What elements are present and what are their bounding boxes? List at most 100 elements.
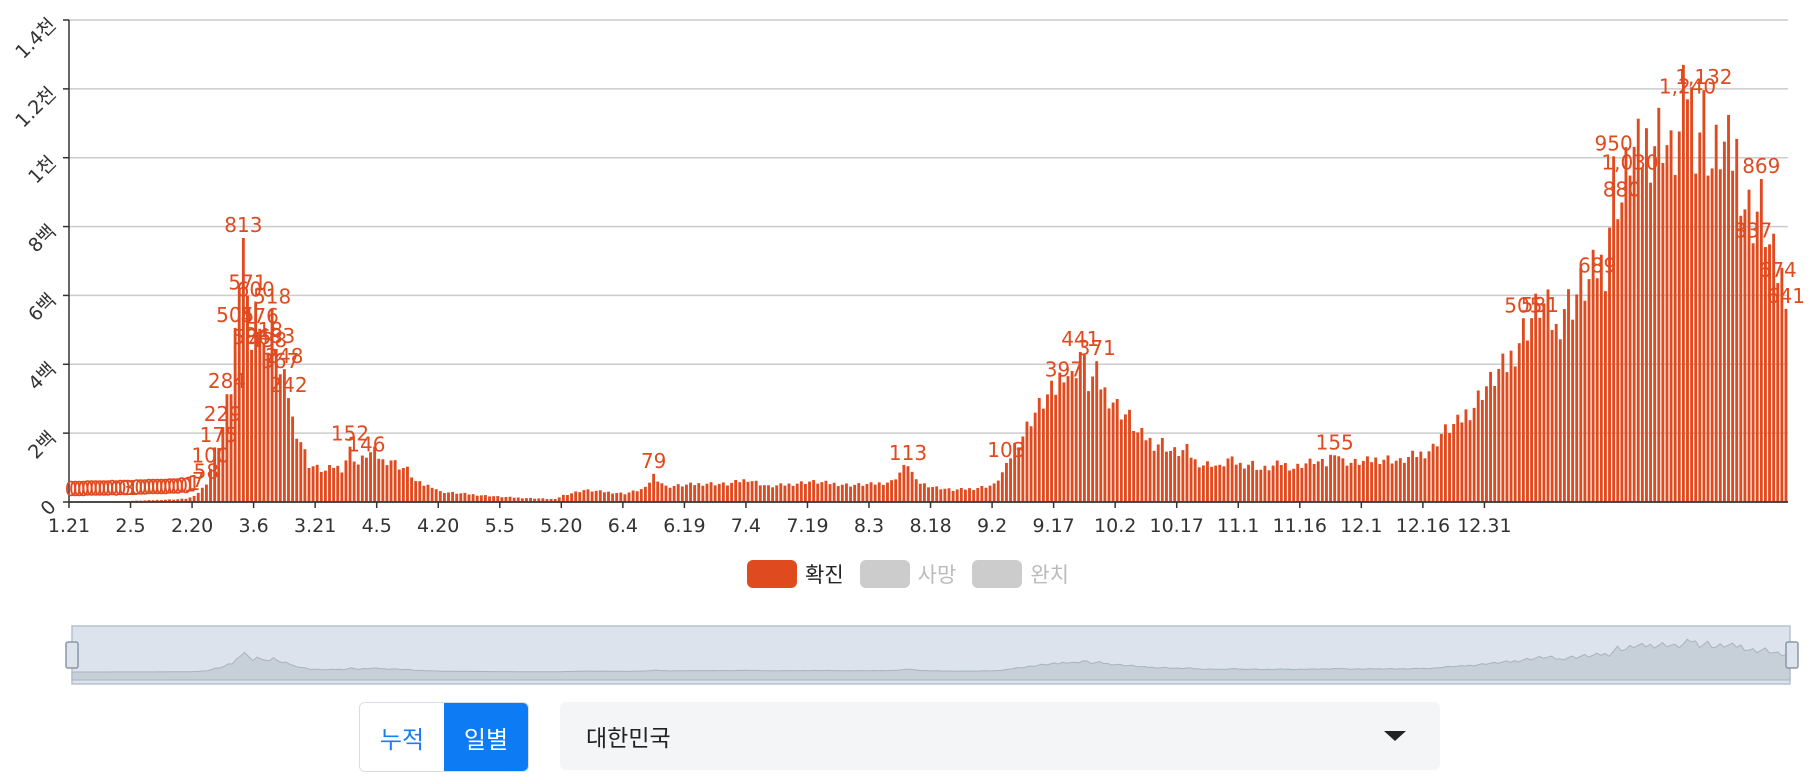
bar[interactable] [865, 484, 869, 502]
bar[interactable] [1230, 456, 1234, 502]
bar[interactable] [861, 485, 865, 502]
bar[interactable] [1554, 323, 1558, 502]
bar[interactable] [619, 492, 623, 502]
bar[interactable] [1665, 145, 1669, 502]
bar[interactable] [401, 467, 405, 502]
bar[interactable] [1259, 469, 1263, 502]
bar[interactable] [836, 486, 840, 502]
bar[interactable] [1657, 107, 1661, 503]
bar[interactable] [467, 494, 471, 502]
bar[interactable] [1312, 463, 1316, 502]
bar[interactable] [1599, 254, 1603, 502]
bar[interactable] [221, 427, 225, 502]
bar[interactable] [656, 481, 660, 502]
bar[interactable] [890, 480, 894, 502]
bar[interactable] [537, 498, 541, 502]
bar[interactable] [1460, 422, 1464, 502]
bar[interactable] [1706, 175, 1710, 502]
bar[interactable] [295, 438, 299, 502]
bar[interactable] [1521, 318, 1525, 502]
bar[interactable] [237, 289, 241, 502]
bar[interactable] [205, 484, 208, 502]
bar[interactable] [931, 487, 935, 502]
bar[interactable] [1193, 459, 1197, 502]
bar[interactable] [311, 466, 315, 502]
bar[interactable] [1690, 87, 1694, 502]
bar[interactable] [1497, 368, 1501, 502]
bar[interactable] [246, 295, 249, 502]
bar[interactable] [927, 487, 930, 502]
bar[interactable] [1185, 443, 1189, 502]
bar[interactable] [356, 464, 360, 502]
bar[interactable] [701, 485, 705, 502]
bar[interactable] [1727, 114, 1730, 502]
bar[interactable] [726, 485, 729, 502]
bar[interactable] [1398, 458, 1402, 502]
bar[interactable] [623, 494, 627, 502]
bar[interactable] [1353, 458, 1357, 502]
bar[interactable] [672, 486, 676, 502]
bar[interactable] [1624, 147, 1628, 503]
bar[interactable] [147, 500, 151, 502]
bar[interactable] [430, 487, 434, 502]
bar[interactable] [172, 499, 176, 502]
bar[interactable] [668, 487, 672, 502]
bar[interactable] [471, 494, 475, 502]
bar[interactable] [680, 486, 684, 502]
bar[interactable] [869, 482, 873, 502]
bar[interactable] [1366, 456, 1369, 502]
bar[interactable] [1345, 465, 1349, 502]
bar[interactable] [947, 488, 951, 502]
bar[interactable] [1571, 319, 1575, 502]
bar[interactable] [159, 500, 163, 502]
bar[interactable] [939, 489, 943, 502]
bar[interactable] [1275, 460, 1279, 502]
bar[interactable] [1751, 243, 1755, 503]
bar[interactable] [779, 483, 783, 502]
bar[interactable] [1333, 455, 1337, 502]
bar[interactable] [783, 485, 787, 502]
bar[interactable] [1132, 431, 1136, 502]
bar[interactable] [791, 485, 795, 502]
bar[interactable] [1177, 456, 1181, 502]
bar[interactable] [1152, 450, 1156, 502]
bar[interactable] [582, 490, 586, 502]
bar[interactable] [262, 342, 266, 502]
bar[interactable] [1201, 465, 1205, 502]
bar[interactable] [1534, 293, 1538, 502]
bar[interactable] [721, 482, 725, 502]
bar[interactable] [996, 480, 1000, 502]
legend-item-deaths[interactable]: 사망 [859, 559, 956, 589]
bar[interactable] [746, 481, 750, 502]
bar[interactable] [328, 465, 331, 502]
bar[interactable] [803, 483, 807, 502]
bar[interactable] [1062, 382, 1066, 502]
bar[interactable] [241, 238, 245, 502]
bar[interactable] [307, 468, 311, 502]
bar[interactable] [1148, 437, 1152, 502]
bar[interactable] [274, 348, 278, 502]
bar[interactable] [455, 493, 459, 502]
bar[interactable] [163, 499, 167, 502]
bar[interactable] [258, 328, 262, 502]
bar[interactable] [1735, 138, 1739, 503]
bar[interactable] [180, 498, 184, 502]
bar[interactable] [611, 493, 615, 502]
bar[interactable] [1144, 440, 1148, 502]
bar[interactable] [426, 484, 430, 502]
bar[interactable] [1197, 467, 1201, 502]
bar[interactable] [570, 493, 574, 502]
bar[interactable] [1636, 118, 1640, 503]
bar[interactable] [758, 485, 762, 502]
bar[interactable] [984, 487, 988, 502]
bar[interactable] [512, 497, 516, 502]
bar[interactable] [762, 485, 766, 502]
bar[interactable] [393, 460, 397, 502]
bar[interactable] [1251, 460, 1255, 502]
bar[interactable] [1357, 464, 1361, 502]
bar[interactable] [574, 491, 578, 502]
bar[interactable] [1608, 227, 1611, 502]
bar[interactable] [1526, 340, 1529, 502]
bar[interactable] [955, 489, 959, 502]
bar[interactable] [1710, 168, 1714, 502]
